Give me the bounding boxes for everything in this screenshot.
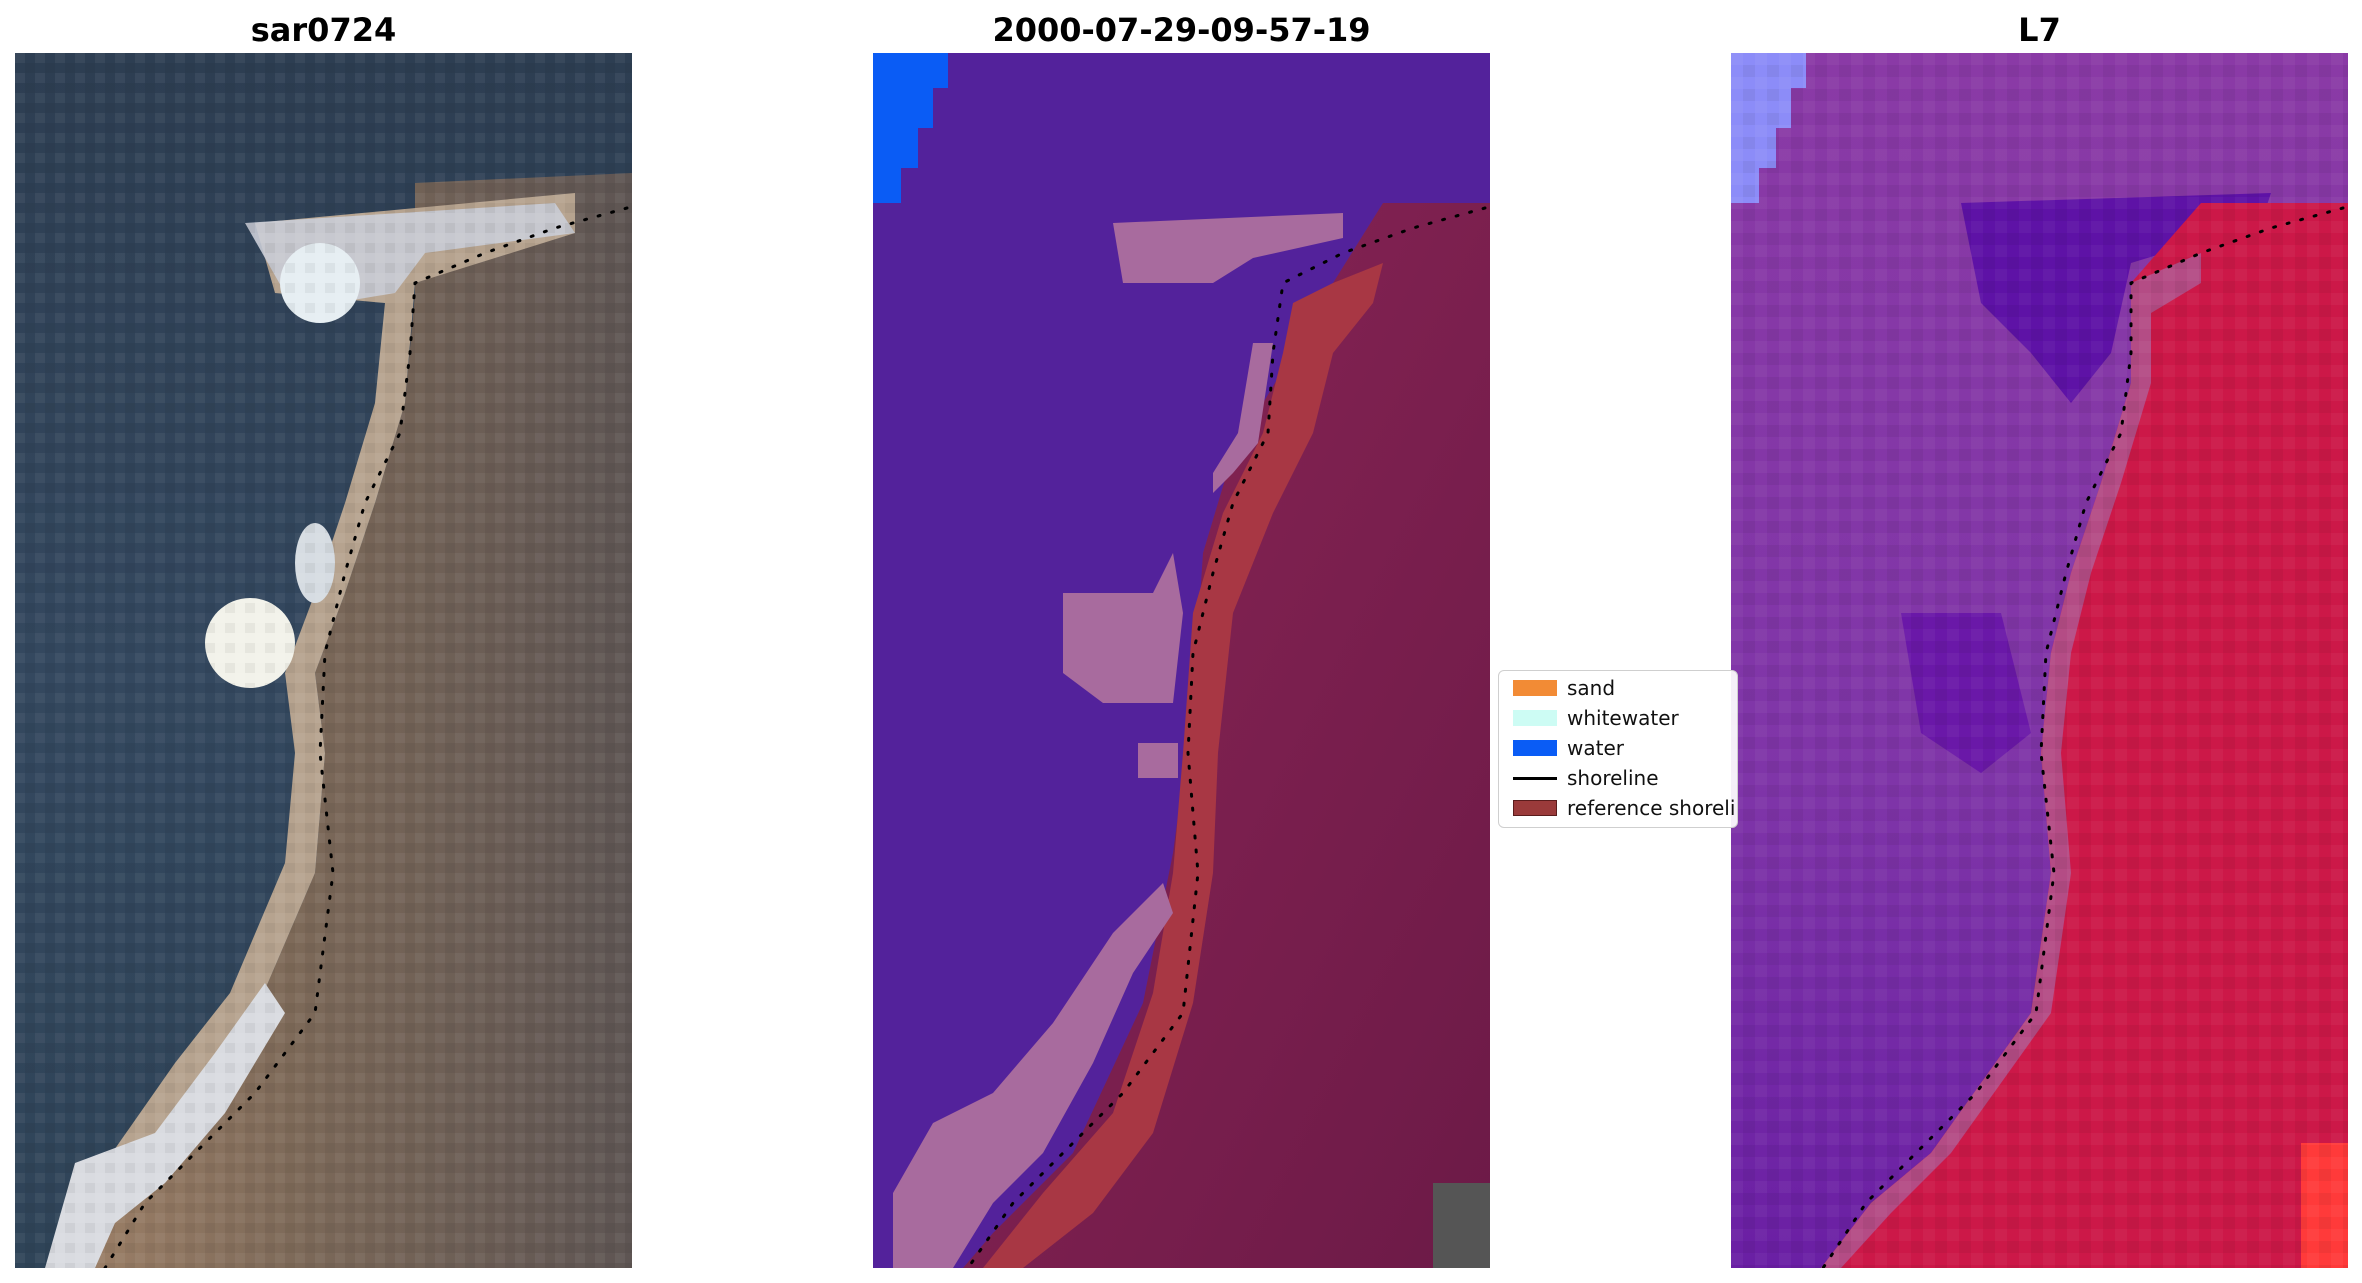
l7-index-panel xyxy=(1731,53,2348,1268)
buffer-class xyxy=(983,263,1383,1268)
rgb-image-panel xyxy=(15,53,632,1268)
water-swatch xyxy=(1513,740,1557,756)
whitewater-class-strip xyxy=(1213,343,1273,493)
legend-label-water: water xyxy=(1567,736,1624,760)
whitewater-swatch xyxy=(1513,710,1557,726)
panel-title-rgb: sar0724 xyxy=(250,11,397,49)
sand-swatch xyxy=(1513,680,1557,696)
whitewater-class-patch xyxy=(1063,553,1183,703)
whitewater-class-dot xyxy=(1138,743,1178,778)
l7-index-image xyxy=(1731,53,2348,1268)
nodata-corner xyxy=(1433,1183,1490,1268)
shoreline-line-swatch xyxy=(1513,777,1557,780)
rgb-image xyxy=(15,53,632,1268)
legend-label-whitewater: whitewater xyxy=(1567,706,1679,730)
panel-title-index: L7 xyxy=(2018,11,2061,49)
legend-item-sand: sand xyxy=(1507,675,1737,701)
legend-label-sand: sand xyxy=(1567,676,1616,700)
legend-label-reference-shoreline: reference shoreline buffer xyxy=(1567,796,1737,820)
whitewater-class-bottom xyxy=(893,883,1173,1268)
panel-title-classification: 2000-07-29-09-57-19 xyxy=(992,11,1371,49)
shoreline-classification xyxy=(966,206,1487,1268)
classification-panel xyxy=(873,53,1490,1268)
legend: sand whitewater water shoreline referenc… xyxy=(1498,670,1738,828)
legend-label-shoreline: shoreline xyxy=(1567,766,1659,790)
legend-item-shoreline: shoreline xyxy=(1507,765,1737,791)
legend-item-reference-shoreline: reference shoreline buffer xyxy=(1507,795,1737,821)
land-class xyxy=(963,203,1490,1268)
legend-item-whitewater: whitewater xyxy=(1507,705,1737,731)
legend-item-water: water xyxy=(1507,735,1737,761)
water-class-corner xyxy=(873,53,948,203)
whitewater-class-top xyxy=(1113,213,1343,283)
reference-shoreline-swatch xyxy=(1513,800,1557,816)
classification-image xyxy=(873,53,1490,1268)
